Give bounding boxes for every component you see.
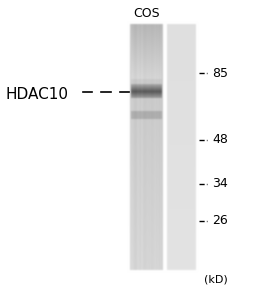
Text: (kD): (kD) <box>204 274 228 284</box>
Text: 26: 26 <box>212 214 228 227</box>
Text: HDAC10: HDAC10 <box>5 87 68 102</box>
Text: 85: 85 <box>212 67 228 80</box>
Text: 48: 48 <box>212 133 228 146</box>
Text: COS: COS <box>134 7 160 20</box>
Text: 34: 34 <box>212 177 228 190</box>
